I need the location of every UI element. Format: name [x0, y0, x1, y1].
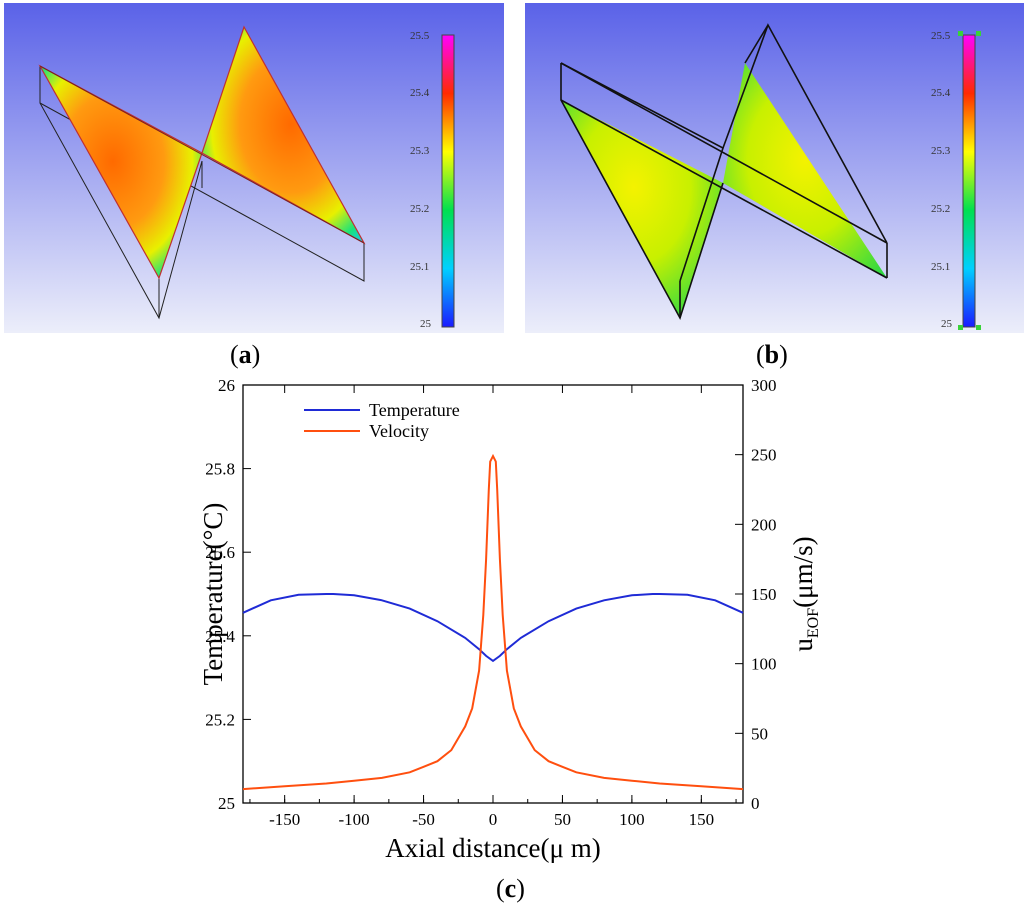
colorbar-tick: 25.1	[410, 261, 429, 273]
legend-label-temperature: Temperature	[369, 400, 460, 420]
x-tick-label: 50	[554, 810, 571, 829]
colorbar-tick: 25.4	[931, 87, 951, 99]
y-right-tick-label: 200	[751, 515, 777, 534]
panel-label-c: (c)	[496, 874, 525, 903]
y-left-tick-label: 26	[218, 376, 235, 395]
x-tick-label: 100	[619, 810, 645, 829]
y-right-tick-label: 50	[751, 724, 768, 743]
x-tick-label: -150	[269, 810, 300, 829]
x-tick-label: -100	[339, 810, 370, 829]
y-right-tick-label: 0	[751, 794, 760, 813]
x-tick-label: 0	[489, 810, 498, 829]
y-right-tick-label: 100	[751, 655, 777, 674]
plot-frame	[242, 384, 744, 804]
y-axis-left-title: Temperature(°C)	[198, 503, 228, 686]
y-right-tick-label: 250	[751, 446, 777, 465]
y-axis-right-title: uEOF(μm/s)	[788, 536, 822, 651]
colorbar-tick: 25.5	[931, 30, 951, 42]
y-right-tick-label: 300	[751, 376, 777, 395]
colorbar-tick: 25.5	[410, 30, 430, 42]
series-line-velocity	[242, 453, 744, 791]
colorbar-tick: 25.2	[410, 203, 429, 215]
panel-label-a: (a)	[230, 340, 261, 369]
panel-a-contour: 25.5 25.4 25.3 25.2 25.1 25	[4, 3, 504, 333]
y-left-tick-label: 25.8	[205, 460, 235, 479]
y-left-tick-label: 25.6	[205, 543, 235, 562]
colorbar-tick: 25	[941, 318, 953, 330]
y-right-tick-label: 150	[751, 585, 777, 604]
panel-label-b: (b)	[756, 340, 788, 369]
colorbar-tick: 25.1	[931, 261, 950, 273]
panel-b-contour: 25.5 25.4 25.3 25.2 25.1 25	[525, 3, 1024, 333]
legend-label-velocity: Velocity	[369, 421, 429, 441]
x-axis-title: Axial distance(μ m)	[385, 833, 600, 863]
series-line-temperature	[242, 593, 744, 663]
chart-temperature-velocity: -150 -100 -50 0 50 100 150 25 25.2 25.4 25.6 25.8 26…	[198, 376, 822, 863]
colorbar-tick: 25.3	[931, 145, 951, 157]
y-left-tick-label: 25.2	[205, 710, 235, 729]
y-left-tick-label: 25	[218, 794, 235, 813]
colorbar-tick: 25.2	[931, 203, 950, 215]
colorbar-tick: 25	[420, 318, 432, 330]
x-tick-label: 150	[689, 810, 715, 829]
x-tick-label: -50	[412, 810, 435, 829]
colorbar-tick: 25.4	[410, 87, 430, 99]
colorbar-tick: 25.3	[410, 145, 430, 157]
y-left-tick-label: 25.4	[205, 627, 235, 646]
